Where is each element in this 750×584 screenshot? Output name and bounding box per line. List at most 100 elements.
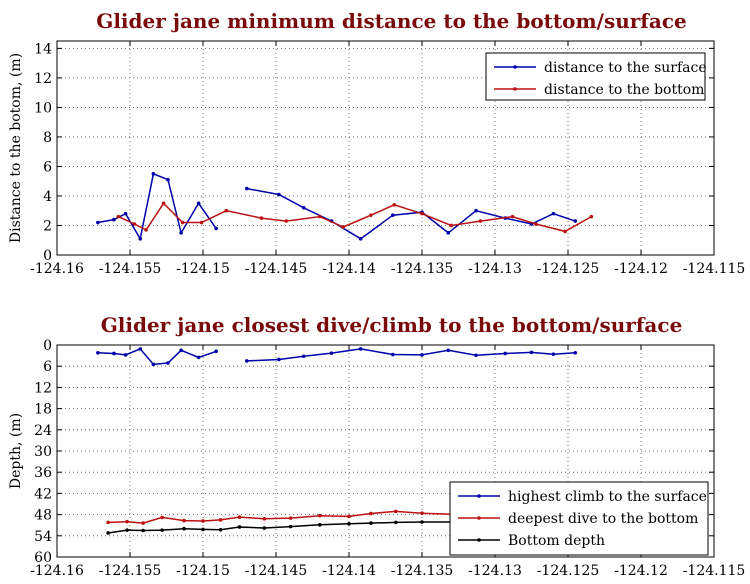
legend-marker	[513, 65, 517, 69]
y-tick-label: 12	[34, 71, 52, 87]
y-tick-label: 4	[43, 189, 52, 205]
x-tick-label: -124.125	[537, 563, 600, 579]
x-tick-label: -124.145	[245, 261, 308, 277]
y-tick-label: 42	[34, 486, 52, 502]
data-point	[96, 350, 100, 355]
legend-marker	[477, 494, 481, 498]
data-point	[301, 205, 306, 210]
legend-marker	[513, 87, 517, 91]
data-point	[106, 520, 110, 525]
data-point	[551, 352, 556, 356]
legend-marker	[477, 516, 481, 520]
data-point	[420, 353, 424, 357]
data-point	[125, 519, 129, 524]
data-point	[141, 521, 145, 525]
y-tick-label: 0	[43, 248, 52, 264]
data-point	[277, 192, 281, 197]
chart-1: Glider jane minimum distance to the bott…	[8, 9, 745, 277]
data-point	[284, 219, 289, 223]
y-axis-label: Depth, (m)	[8, 413, 24, 489]
legend-marker	[477, 538, 481, 542]
data-point	[341, 225, 345, 229]
data-point	[358, 347, 363, 351]
legend-entry: highest climb to the surface	[508, 489, 707, 505]
data-point	[391, 352, 395, 357]
legend: distance to the surface distance to the b…	[485, 52, 707, 101]
x-tick-label: -124.115	[683, 261, 746, 277]
y-tick-label: 54	[34, 529, 52, 545]
x-tick-label: -124.12	[614, 563, 668, 579]
data-point	[123, 211, 128, 216]
series-1	[96, 172, 578, 241]
data-point	[277, 357, 281, 362]
y-tick-label: 18	[34, 402, 52, 418]
data-point	[214, 226, 218, 231]
data-point	[112, 217, 116, 222]
x-tick-label: -124.16	[30, 261, 84, 277]
data-point	[420, 211, 424, 216]
data-point	[245, 359, 249, 363]
data-point	[288, 516, 293, 520]
legend-box	[485, 52, 706, 101]
data-point	[391, 213, 395, 217]
data-point	[106, 531, 110, 535]
data-point	[132, 222, 137, 226]
data-point	[288, 524, 293, 529]
series-line	[97, 172, 217, 241]
x-tick-label: -124.135	[391, 563, 454, 579]
data-point	[503, 351, 508, 356]
data-point	[179, 231, 183, 235]
data-point	[420, 511, 424, 515]
data-point	[318, 214, 322, 219]
y-tick-label: 12	[34, 380, 52, 396]
y-tick-label: 24	[34, 423, 52, 439]
x-tick-label: -124.14	[322, 261, 376, 277]
series-line	[246, 348, 576, 362]
plot-frame	[56, 40, 715, 256]
data-point	[446, 348, 451, 353]
data-point	[573, 350, 578, 355]
x-tick-label: -124.16	[30, 563, 84, 579]
y-tick-label: 36	[34, 465, 52, 481]
y-tick-label: 14	[34, 41, 52, 57]
x-tick-label: -124.13	[468, 563, 522, 579]
data-point	[218, 518, 223, 522]
data-point	[262, 517, 267, 521]
data-point	[347, 521, 351, 526]
data-point	[125, 528, 129, 532]
data-point	[573, 219, 578, 223]
data-point	[224, 208, 229, 213]
data-point	[259, 216, 264, 220]
data-point	[245, 186, 249, 191]
y-tick-label: 6	[43, 159, 52, 175]
data-point	[179, 348, 183, 353]
x-tick-label: -124.13	[468, 261, 522, 277]
data-point	[318, 523, 322, 527]
x-tick-label: -124.115	[683, 563, 746, 579]
data-point	[478, 219, 483, 223]
y-tick-label: 2	[43, 218, 52, 234]
data-point	[144, 228, 148, 232]
data-point	[474, 208, 478, 213]
data-point	[358, 236, 363, 241]
data-point	[218, 527, 223, 532]
data-point	[301, 354, 306, 359]
y-tick-label: 30	[34, 444, 52, 460]
x-tick-label: -124.125	[537, 261, 600, 277]
x-tick-label: -124.145	[245, 563, 308, 579]
data-point	[201, 527, 205, 532]
data-point	[393, 520, 398, 525]
series-2	[116, 201, 594, 234]
data-point	[182, 526, 186, 531]
series-line	[107, 520, 510, 534]
data-point	[196, 355, 201, 360]
x-tick-label: -124.155	[99, 563, 162, 579]
chart-title: Glider jane minimum distance to the bott…	[96, 9, 687, 33]
data-point	[141, 528, 145, 533]
legend-entry: distance to the surface	[544, 60, 707, 76]
data-point	[589, 214, 594, 219]
y-axis-label: Distance to the botom, (m)	[8, 53, 24, 243]
data-point	[347, 514, 351, 519]
series-line	[117, 202, 592, 233]
